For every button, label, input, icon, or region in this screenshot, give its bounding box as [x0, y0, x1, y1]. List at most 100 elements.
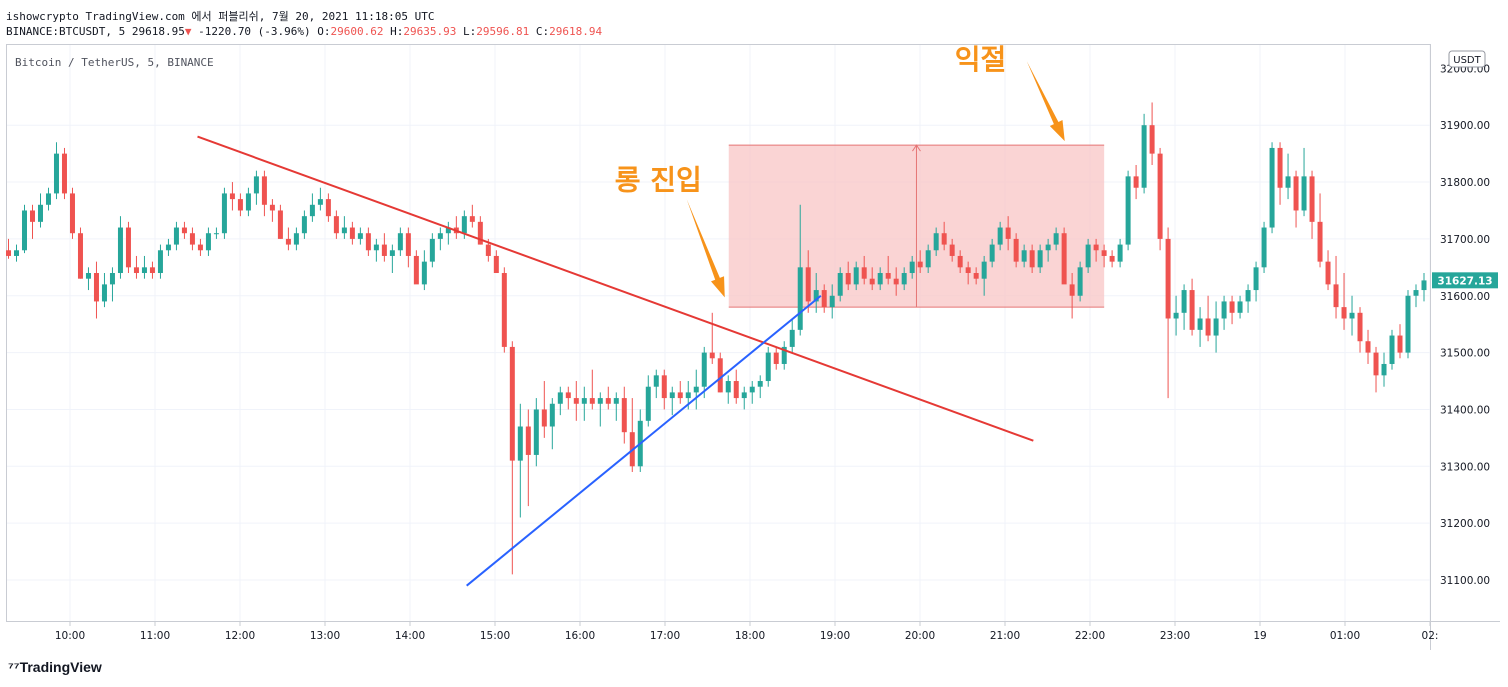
candle-down: [285, 238, 291, 245]
candle-down: [677, 392, 683, 399]
candle-down: [805, 267, 811, 302]
candle-up: [725, 381, 731, 393]
candle-up: [45, 193, 51, 205]
candle-down: [717, 358, 723, 393]
candle-down: [541, 409, 547, 427]
candle-up: [173, 227, 179, 245]
candle-up: [141, 267, 147, 274]
candle-down: [941, 233, 947, 245]
candle-down: [1109, 255, 1115, 262]
candle-down: [325, 199, 331, 217]
candle-down: [1069, 284, 1075, 296]
candle-up: [989, 244, 995, 262]
candle-down: [973, 273, 979, 279]
time-tick-label: 22:00: [1075, 630, 1105, 642]
price-tick-label: 31900.00: [1440, 120, 1490, 132]
candle-up: [1117, 244, 1123, 262]
candle-down: [525, 426, 531, 455]
price-change: -1220.70 (-3.96%): [198, 25, 311, 38]
candle-up: [901, 273, 907, 285]
candle-up: [253, 176, 259, 194]
candle-up: [397, 233, 403, 251]
candle-down: [885, 273, 891, 279]
candle-up: [765, 352, 771, 382]
candle-down: [493, 255, 499, 274]
time-tick-label: 14:00: [395, 630, 425, 642]
target-zone: [728, 144, 1105, 308]
candle-down: [965, 267, 971, 274]
low-label: L:: [463, 25, 477, 38]
current-price-badge: 31627.13: [1432, 272, 1498, 289]
candle-down: [349, 227, 355, 239]
time-tick-label: 21:00: [990, 630, 1020, 642]
candle-up: [1285, 176, 1291, 188]
tradingview-logo-text: TradingView: [19, 659, 102, 675]
price-tick-label: 31800.00: [1440, 177, 1490, 189]
candle-down: [589, 398, 595, 404]
price-axis[interactable]: 31100.00 31200.00 31300.00 31400.00 31500.00…: [1440, 63, 1490, 587]
tradingview-logo[interactable]: ⁷⁷TradingView: [8, 659, 102, 675]
candle-down: [237, 199, 243, 211]
candle-down: [733, 381, 739, 399]
price-tick-label: 31100.00: [1440, 575, 1490, 587]
candle-down: [93, 273, 99, 302]
candle-up: [933, 233, 939, 251]
candle-up: [1301, 176, 1307, 211]
candle-up: [53, 153, 59, 194]
candle-down: [1101, 250, 1107, 256]
candle-up: [373, 244, 379, 251]
candle-up: [877, 273, 883, 285]
candle-up: [685, 392, 691, 399]
candle-up: [549, 403, 555, 427]
candle-up: [1037, 250, 1043, 268]
time-tick-label: 19: [1253, 630, 1266, 642]
open-label: O:: [317, 25, 331, 38]
candle-up: [309, 204, 315, 217]
candle-down: [893, 278, 899, 285]
candle-down: [1029, 250, 1035, 268]
current-price-box: [1432, 272, 1498, 289]
candle-up: [293, 233, 299, 245]
currency-badge[interactable]: USDT: [1448, 50, 1486, 68]
price-tick-label: 31300.00: [1440, 461, 1490, 473]
time-tick-label: 12:00: [225, 630, 255, 642]
candle-down: [277, 210, 283, 239]
candle-up: [1053, 233, 1059, 245]
candle-down: [845, 273, 851, 285]
candle-down: [869, 278, 875, 285]
candle-down: [333, 216, 339, 234]
candle-up: [37, 204, 43, 222]
candle-up: [1085, 244, 1091, 268]
price-tick-label: 31400.00: [1440, 404, 1490, 416]
time-tick-label: 02:: [1422, 630, 1439, 642]
candle-down: [149, 267, 155, 274]
candle-down: [917, 261, 923, 268]
candle-down: [1293, 176, 1299, 211]
candle-up: [701, 352, 707, 387]
candle-down: [6, 250, 11, 256]
candle-down: [61, 153, 67, 194]
candle-up: [1197, 318, 1203, 330]
high-value: 29635.93: [403, 25, 457, 38]
candle-up: [1237, 301, 1243, 313]
candles-layer[interactable]: [6, 102, 1427, 575]
candle-up: [517, 426, 523, 461]
trend-lines[interactable]: [197, 135, 1034, 587]
candle-up: [101, 284, 107, 302]
candle-up: [21, 210, 27, 251]
candle-down: [197, 244, 203, 251]
price-tick-label: 31600.00: [1440, 291, 1490, 303]
candle-down: [1189, 290, 1195, 330]
candle-down: [1133, 176, 1139, 188]
annotation-arrow: [686, 199, 725, 298]
time-tick-label: 23:00: [1160, 630, 1190, 642]
candle-up: [1213, 318, 1219, 336]
tv-logo-icon: ⁷⁷: [8, 659, 20, 675]
support-line: [466, 294, 822, 587]
low-value: 29596.81: [476, 25, 530, 38]
candle-down: [573, 398, 579, 404]
time-axis[interactable]: 10:00 11:00 12:00 13:00 14:00 15:00 16:00 17:00…: [55, 621, 1439, 642]
candle-down: [1277, 147, 1283, 188]
candle-down: [1317, 221, 1323, 262]
